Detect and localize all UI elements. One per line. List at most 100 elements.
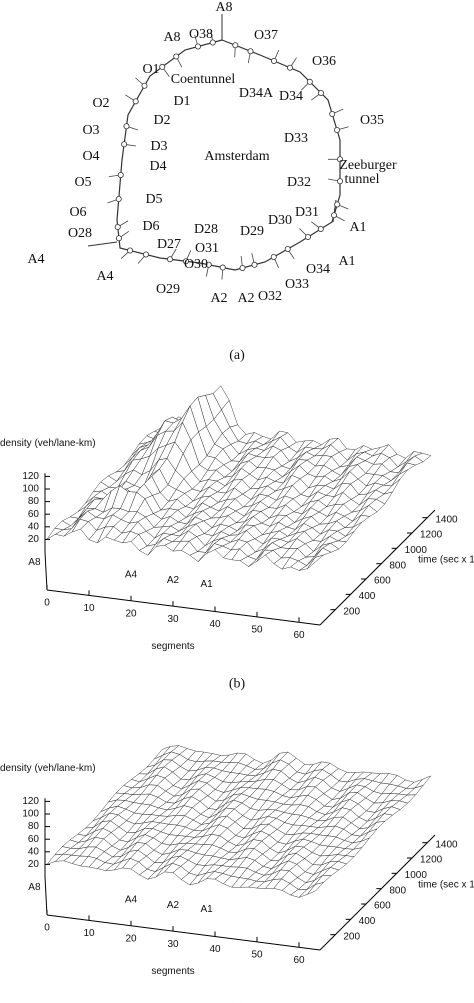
detector	[306, 78, 313, 85]
detector	[115, 195, 122, 202]
y-tick-label: 600	[374, 576, 391, 587]
ring-label: D31	[295, 205, 319, 220]
detector	[132, 98, 139, 105]
x-tick-label: 30	[167, 614, 179, 625]
ring-label: A8	[215, 0, 232, 15]
ring-label: A2	[167, 575, 180, 586]
ring-label: A2	[167, 900, 180, 911]
z-title: density (veh/lane-km)	[0, 438, 96, 449]
y-tick-label: 200	[343, 606, 360, 617]
ring-label: D32	[287, 175, 311, 190]
detector	[166, 256, 173, 263]
z-tick-label: 20	[28, 534, 40, 545]
caption: (c)	[229, 1001, 245, 1003]
detector	[121, 141, 128, 148]
z-tick-label: 40	[28, 846, 40, 857]
detector	[284, 245, 291, 252]
detector	[117, 171, 124, 178]
ring-label: A1	[200, 579, 213, 590]
ring-label: D6	[142, 219, 159, 234]
ring-label: Coentunnel	[171, 72, 236, 87]
ring-label: O6	[69, 205, 86, 220]
z-tick-label: 120	[22, 471, 39, 482]
caption: (a)	[229, 348, 245, 363]
ring-label: O36	[312, 54, 336, 69]
detector	[194, 43, 201, 50]
detector	[317, 90, 324, 97]
x-tick-label: 50	[251, 625, 263, 636]
detector	[270, 57, 277, 64]
ring-label: D34	[279, 89, 303, 104]
surface-cell	[307, 881, 325, 895]
y-axis	[319, 834, 436, 951]
ring-label: D2	[153, 113, 170, 128]
ring-label: D29	[240, 224, 264, 239]
y-tick-label: 1000	[405, 545, 428, 556]
z-tick-label: 80	[28, 496, 40, 507]
detector	[123, 123, 130, 130]
x-title: segments	[151, 966, 194, 977]
z-tick-label: 40	[28, 521, 40, 532]
ring-label: O1	[142, 62, 159, 77]
ring-label: D4	[149, 159, 166, 174]
ring-label: tunnel	[345, 172, 380, 187]
surface-cell	[307, 554, 324, 569]
ring-label: O34	[306, 262, 330, 277]
detector	[205, 261, 212, 268]
detector	[304, 233, 311, 240]
ring-label: A1	[200, 904, 213, 915]
ring-label: A8	[28, 557, 41, 568]
detector	[251, 261, 258, 268]
x-tick-label: 0	[44, 923, 50, 934]
x-tick-label: 10	[83, 603, 95, 614]
z-tick-label: 100	[22, 484, 39, 495]
ring-label: O37	[254, 28, 278, 43]
y-tick-label: 200	[343, 931, 360, 942]
y-axis	[319, 509, 436, 626]
ring-label: O30	[184, 257, 208, 272]
ring-label: A4	[27, 252, 44, 267]
ring-label: D5	[145, 192, 162, 207]
ring-label: D33	[284, 131, 308, 146]
x-tick-label: 40	[209, 619, 221, 630]
detector	[173, 53, 180, 60]
detector	[159, 63, 166, 70]
detector	[329, 111, 336, 118]
detector	[336, 156, 343, 163]
y-title: time (sec x 10)	[418, 554, 474, 565]
ring-label: O32	[258, 289, 282, 304]
x-axis	[46, 589, 321, 626]
x-tick-label: 60	[293, 955, 305, 966]
detector	[330, 212, 337, 219]
x-tick-label: 10	[83, 928, 95, 939]
ring-label: A2	[210, 291, 227, 306]
detector	[247, 48, 254, 55]
ring-label: O38	[189, 27, 213, 42]
ramp	[87, 241, 118, 247]
floor-edge	[44, 551, 48, 591]
detector	[270, 253, 277, 260]
ring-label: A4	[125, 569, 138, 580]
detector	[219, 264, 226, 271]
ring-label: O2	[92, 96, 109, 111]
x-tick-label: 50	[251, 950, 263, 961]
ring-label: O28	[68, 226, 92, 241]
detector	[317, 225, 324, 232]
ring-label: A8	[28, 882, 41, 893]
detector	[127, 247, 134, 254]
z-tick-label: 60	[28, 834, 40, 845]
y-tick-label: 400	[359, 916, 376, 927]
x-tick-label: 60	[293, 630, 305, 641]
detector	[141, 82, 148, 89]
detector	[336, 178, 343, 185]
y-tick-label: 800	[389, 560, 406, 571]
detector	[182, 258, 189, 265]
z-tick-label: 20	[28, 859, 40, 870]
x-tick-label: 20	[125, 933, 137, 944]
y-tick-label: 1200	[420, 855, 443, 866]
ring-label: A4	[125, 894, 138, 905]
ring-label: O29	[156, 282, 180, 297]
floor-edge	[44, 876, 48, 916]
detector	[333, 127, 340, 134]
